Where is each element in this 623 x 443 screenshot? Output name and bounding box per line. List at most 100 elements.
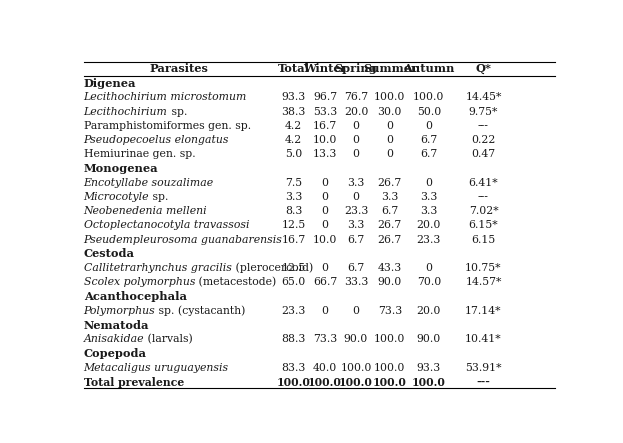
Text: 100.0: 100.0 <box>373 377 407 388</box>
Text: Scolex polymorphus: Scolex polymorphus <box>83 277 195 288</box>
Text: ---: --- <box>478 121 489 131</box>
Text: 96.7: 96.7 <box>313 92 337 102</box>
Text: 6.15*: 6.15* <box>468 221 498 230</box>
Text: 4.2: 4.2 <box>285 135 302 145</box>
Text: 43.3: 43.3 <box>378 263 402 273</box>
Text: 0: 0 <box>353 306 359 316</box>
Text: Spring: Spring <box>335 63 378 74</box>
Text: 23.3: 23.3 <box>282 306 306 316</box>
Text: Total: Total <box>278 63 310 74</box>
Text: 100.0: 100.0 <box>374 334 406 344</box>
Text: 4.2: 4.2 <box>285 121 302 131</box>
Text: 26.7: 26.7 <box>378 178 402 188</box>
Text: ---: --- <box>477 377 490 388</box>
Text: (plerocercoid): (plerocercoid) <box>232 263 313 273</box>
Text: Q*: Q* <box>475 63 492 74</box>
Text: 0: 0 <box>321 206 328 216</box>
Text: 50.0: 50.0 <box>417 106 441 117</box>
Text: Microcotyle: Microcotyle <box>83 192 149 202</box>
Text: 3.3: 3.3 <box>285 192 302 202</box>
Text: 88.3: 88.3 <box>282 334 306 344</box>
Text: 65.0: 65.0 <box>282 277 306 288</box>
Text: 53.3: 53.3 <box>313 106 337 117</box>
Text: 5.0: 5.0 <box>285 149 302 159</box>
Text: 26.7: 26.7 <box>378 235 402 245</box>
Text: 0: 0 <box>353 149 359 159</box>
Text: 3.3: 3.3 <box>347 221 364 230</box>
Text: 0: 0 <box>386 135 393 145</box>
Text: 30.0: 30.0 <box>378 106 402 117</box>
Text: 73.3: 73.3 <box>313 334 337 344</box>
Text: 23.3: 23.3 <box>417 235 441 245</box>
Text: 0.47: 0.47 <box>472 149 495 159</box>
Text: Cestoda: Cestoda <box>83 249 135 260</box>
Text: 83.3: 83.3 <box>282 363 306 373</box>
Text: 10.41*: 10.41* <box>465 334 502 344</box>
Text: Pseudopecoelus elongatus: Pseudopecoelus elongatus <box>83 135 229 145</box>
Text: 40.0: 40.0 <box>313 363 337 373</box>
Text: Digenea: Digenea <box>83 78 136 89</box>
Text: 0: 0 <box>321 263 328 273</box>
Text: 100.0: 100.0 <box>340 363 372 373</box>
Text: Encotyllabe souzalimae: Encotyllabe souzalimae <box>83 178 214 188</box>
Text: 7.5: 7.5 <box>285 178 302 188</box>
Text: 6.41*: 6.41* <box>468 178 498 188</box>
Text: 8.3: 8.3 <box>285 206 302 216</box>
Text: 33.3: 33.3 <box>344 277 368 288</box>
Text: sp.: sp. <box>168 106 187 117</box>
Text: 38.3: 38.3 <box>282 106 306 117</box>
Text: 76.7: 76.7 <box>344 92 368 102</box>
Text: 0: 0 <box>321 306 328 316</box>
Text: Total prevalence: Total prevalence <box>83 377 184 388</box>
Text: 6.15: 6.15 <box>472 235 495 245</box>
Text: sp.: sp. <box>149 192 169 202</box>
Text: 20.0: 20.0 <box>344 106 368 117</box>
Text: 0: 0 <box>321 192 328 202</box>
Text: 12.5: 12.5 <box>282 263 306 273</box>
Text: Hemiurinae gen. sp.: Hemiurinae gen. sp. <box>83 149 195 159</box>
Text: 0.22: 0.22 <box>471 135 496 145</box>
Text: Paramphistomiformes gen. sp.: Paramphistomiformes gen. sp. <box>83 121 251 131</box>
Text: 93.3: 93.3 <box>282 92 306 102</box>
Text: 20.0: 20.0 <box>417 221 441 230</box>
Text: Monogenea: Monogenea <box>83 163 158 174</box>
Text: 0: 0 <box>321 178 328 188</box>
Text: 13.3: 13.3 <box>313 149 337 159</box>
Text: Parasites: Parasites <box>150 63 209 74</box>
Text: 0: 0 <box>426 178 432 188</box>
Text: Pseudempleurosoma guanabarensis: Pseudempleurosoma guanabarensis <box>83 235 283 245</box>
Text: 100.0: 100.0 <box>374 363 406 373</box>
Text: 90.0: 90.0 <box>344 334 368 344</box>
Text: 53.91*: 53.91* <box>465 363 502 373</box>
Text: Anisakidae: Anisakidae <box>83 334 144 344</box>
Text: 90.0: 90.0 <box>417 334 441 344</box>
Text: 0: 0 <box>321 221 328 230</box>
Text: 14.57*: 14.57* <box>465 277 502 288</box>
Text: ---: --- <box>478 192 489 202</box>
Text: sp. (cystacanth): sp. (cystacanth) <box>155 306 246 316</box>
Text: Lecithochirium: Lecithochirium <box>83 106 168 117</box>
Text: Polymorphus: Polymorphus <box>83 306 155 316</box>
Text: Neobenedenia melleni: Neobenedenia melleni <box>83 206 207 216</box>
Text: 6.7: 6.7 <box>348 235 364 245</box>
Text: 16.7: 16.7 <box>313 121 337 131</box>
Text: Octoplectanocotyla travassosi: Octoplectanocotyla travassosi <box>83 221 249 230</box>
Text: Autumn: Autumn <box>403 63 455 74</box>
Text: 6.7: 6.7 <box>421 149 437 159</box>
Text: 14.45*: 14.45* <box>465 92 502 102</box>
Text: 100.0: 100.0 <box>413 92 445 102</box>
Text: 10.0: 10.0 <box>313 135 337 145</box>
Text: Summer: Summer <box>363 63 417 74</box>
Text: Acanthocephala: Acanthocephala <box>83 291 187 302</box>
Text: 20.0: 20.0 <box>417 306 441 316</box>
Text: Metacaligus uruguayensis: Metacaligus uruguayensis <box>83 363 229 373</box>
Text: 90.0: 90.0 <box>378 277 402 288</box>
Text: 93.3: 93.3 <box>417 363 441 373</box>
Text: 70.0: 70.0 <box>417 277 441 288</box>
Text: Nematoda: Nematoda <box>83 319 149 330</box>
Text: 6.7: 6.7 <box>421 135 437 145</box>
Text: 0: 0 <box>386 149 393 159</box>
Text: 26.7: 26.7 <box>378 221 402 230</box>
Text: 0: 0 <box>386 121 393 131</box>
Text: 9.75*: 9.75* <box>468 106 498 117</box>
